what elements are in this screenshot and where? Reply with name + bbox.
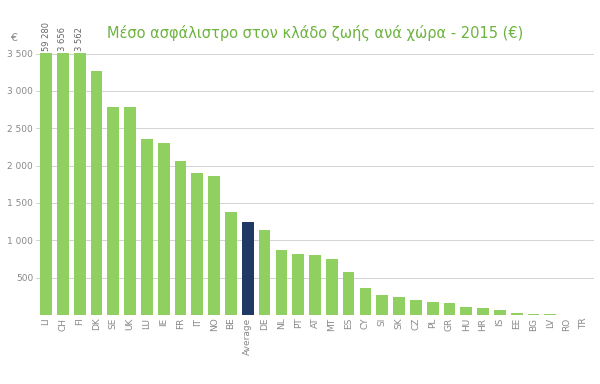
Bar bbox=[259, 230, 271, 315]
Bar bbox=[242, 222, 254, 315]
Bar bbox=[57, 53, 69, 315]
Bar bbox=[74, 53, 86, 315]
Bar bbox=[427, 302, 439, 315]
Bar bbox=[443, 303, 455, 315]
Bar bbox=[191, 173, 203, 315]
Bar bbox=[393, 297, 405, 315]
Title: Μέσο ασφάλιστρο στον κλάδο ζωής ανά χώρα - 2015 (€): Μέσο ασφάλιστρο στον κλάδο ζωής ανά χώρα… bbox=[107, 25, 523, 41]
Bar bbox=[359, 288, 371, 315]
Bar bbox=[141, 139, 153, 315]
Bar bbox=[40, 53, 52, 315]
Bar bbox=[410, 300, 422, 315]
Text: 3 562: 3 562 bbox=[75, 26, 84, 51]
Bar bbox=[494, 310, 506, 315]
Bar bbox=[376, 295, 388, 315]
Text: 3 656: 3 656 bbox=[58, 26, 67, 51]
Bar bbox=[343, 272, 355, 315]
Y-axis label: €: € bbox=[10, 33, 17, 43]
Bar bbox=[107, 106, 119, 315]
Bar bbox=[208, 176, 220, 315]
Bar bbox=[511, 313, 523, 315]
Bar bbox=[124, 106, 136, 315]
Bar bbox=[175, 161, 187, 315]
Bar bbox=[326, 259, 338, 315]
Bar bbox=[91, 71, 103, 315]
Bar bbox=[460, 307, 472, 315]
Bar bbox=[275, 250, 287, 315]
Bar bbox=[292, 254, 304, 315]
Bar bbox=[527, 314, 539, 315]
Bar bbox=[477, 308, 489, 315]
Bar bbox=[544, 314, 556, 315]
Bar bbox=[158, 143, 170, 315]
Bar bbox=[309, 255, 321, 315]
Text: 59 280: 59 280 bbox=[41, 22, 50, 51]
Bar bbox=[225, 212, 237, 315]
